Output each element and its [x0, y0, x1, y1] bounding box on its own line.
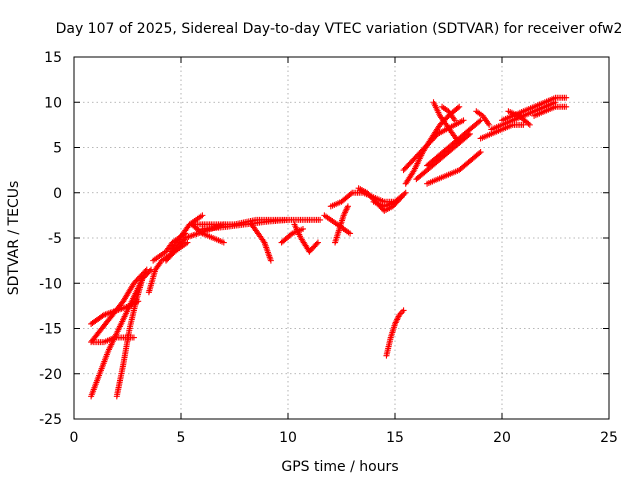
data-point [563, 94, 570, 101]
x-tick-label: 0 [70, 430, 79, 446]
x-axis-label: GPS time / hours [281, 459, 398, 475]
data-point [132, 278, 139, 285]
series-arc-12 [188, 221, 227, 246]
data-point [477, 117, 484, 124]
data-point [139, 270, 146, 277]
data-point [220, 239, 227, 246]
axis-tick-labels: 0 5 10 15 20 25 15 10 5 0 -5 -10 -15 -20 -25 [39, 50, 618, 446]
data-point [454, 104, 461, 111]
data-point [563, 103, 570, 110]
x-tick-label: 20 [493, 430, 511, 446]
y-tick-label: 15 [44, 50, 62, 66]
series-arc-29 [439, 103, 458, 124]
data-point [526, 121, 533, 128]
data-point [476, 150, 483, 157]
data-point [267, 257, 274, 264]
data-point [400, 307, 407, 314]
data-points [88, 94, 570, 400]
series-arc-28 [430, 99, 463, 146]
series-arc-5 [90, 334, 137, 346]
y-tick-label: 5 [53, 141, 62, 157]
data-point [402, 189, 409, 196]
x-tick-label: 5 [177, 430, 186, 446]
data-point [141, 269, 148, 276]
series-arc-18 [332, 203, 351, 246]
series-arc-27 [424, 149, 484, 187]
series-arc-13 [248, 221, 274, 264]
data-point [401, 190, 408, 197]
data-point [130, 280, 137, 287]
data-point [520, 121, 527, 128]
data-point [287, 231, 294, 238]
y-tick-label: -20 [39, 367, 62, 383]
data-point [130, 334, 137, 341]
data-point [477, 149, 484, 156]
data-point [525, 120, 532, 127]
data-point [456, 103, 463, 110]
chart-title: Day 107 of 2025, Sidereal Day-to-day VTE… [56, 21, 623, 37]
series-arc-15 [291, 221, 313, 255]
data-point [399, 308, 406, 315]
data-point [476, 118, 483, 125]
data-point [451, 117, 458, 124]
series-arc-4 [88, 298, 142, 327]
data-point [133, 277, 140, 284]
data-point [317, 216, 324, 223]
series-arc-9 [167, 212, 206, 255]
data-point [299, 225, 306, 232]
data-point [137, 273, 144, 280]
series-arc-22 [383, 307, 407, 359]
series-arc-24 [400, 117, 467, 174]
series-arc-16 [306, 239, 321, 255]
series-arc-11 [199, 216, 291, 232]
data-point [136, 274, 143, 281]
y-tick-label: -25 [39, 412, 62, 428]
data-point [347, 230, 354, 237]
x-tick-label: 15 [386, 430, 404, 446]
data-point [143, 266, 150, 273]
series-arc-35 [473, 108, 493, 128]
data-point [138, 272, 145, 279]
series-arc-33 [505, 108, 533, 128]
y-tick-label: 10 [44, 95, 62, 111]
data-point [486, 121, 493, 128]
y-axis-label: SDTVAR / TECUs [6, 181, 22, 296]
data-point [199, 212, 206, 219]
y-tick-label: 0 [53, 186, 62, 202]
y-tick-label: -5 [48, 231, 62, 247]
data-point [99, 312, 106, 319]
data-point [344, 203, 351, 210]
data-point [184, 239, 191, 246]
data-point [313, 240, 320, 247]
data-point [456, 139, 463, 146]
y-tick-label: -15 [39, 322, 62, 338]
x-tick-label: 10 [279, 430, 297, 446]
y-tick-label: -10 [39, 276, 62, 292]
data-point [347, 190, 354, 197]
data-point [314, 239, 321, 246]
data-point [135, 298, 142, 305]
series-arc-30 [477, 121, 527, 142]
data-point [134, 276, 141, 283]
data-point [460, 117, 467, 124]
grid-lines [74, 57, 609, 419]
series-arc-21 [370, 189, 409, 210]
data-point [285, 216, 291, 223]
data-point [198, 229, 205, 236]
series-arc-34 [531, 103, 570, 119]
series-arc-2 [113, 266, 155, 400]
x-tick-label: 25 [600, 430, 618, 446]
data-point [142, 268, 149, 275]
axis-ticks [73, 56, 610, 420]
